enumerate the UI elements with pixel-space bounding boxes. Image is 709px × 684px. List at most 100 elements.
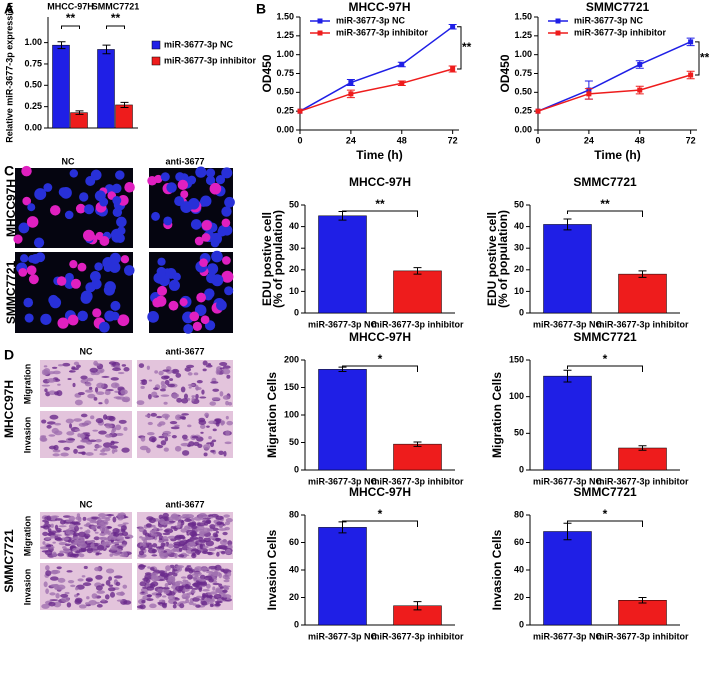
cell	[162, 586, 170, 590]
y-tick-label: 100	[284, 409, 299, 419]
cell	[115, 170, 125, 180]
cell	[211, 250, 223, 263]
cell	[85, 577, 93, 583]
error-bar	[563, 218, 572, 231]
cell	[140, 436, 146, 442]
cell	[192, 552, 196, 557]
cell	[102, 442, 112, 448]
cell	[201, 389, 205, 395]
cell	[119, 514, 125, 519]
legend-swatch	[151, 56, 161, 66]
y-tick-label: 20	[289, 264, 299, 274]
cell	[178, 540, 186, 546]
cell	[150, 574, 156, 579]
cell	[150, 530, 158, 533]
cell	[18, 222, 30, 234]
significance-bracket	[457, 26, 462, 70]
bar	[70, 112, 88, 129]
cell	[98, 402, 103, 405]
category-label: MHCC-97H	[47, 1, 94, 11]
cell	[81, 575, 86, 578]
cell	[168, 279, 180, 291]
cell	[202, 527, 211, 534]
cell	[94, 386, 99, 393]
legend-label: miR-3677-3p NC	[164, 39, 234, 49]
cell	[195, 393, 199, 400]
cell	[94, 531, 99, 534]
cell	[210, 238, 220, 248]
cell	[227, 401, 233, 406]
cell	[217, 227, 227, 237]
marker	[535, 108, 541, 114]
cell	[74, 597, 83, 603]
cell	[226, 420, 233, 426]
cell	[51, 569, 61, 574]
cell	[209, 603, 214, 608]
cell	[199, 396, 207, 399]
cell	[195, 604, 201, 608]
cell	[66, 570, 73, 573]
cell	[181, 434, 188, 440]
cell	[196, 292, 207, 303]
cell	[74, 399, 83, 406]
cell	[79, 433, 85, 439]
cell	[218, 524, 224, 529]
cell	[183, 323, 194, 334]
cell	[202, 368, 207, 372]
chart-title: MHCC-97H	[349, 330, 411, 344]
cell	[124, 182, 135, 193]
marker	[297, 108, 303, 114]
y-tick-label: 0.50	[514, 87, 532, 97]
cell	[78, 553, 85, 558]
bar	[618, 273, 667, 314]
cell	[116, 599, 123, 602]
cell	[188, 522, 195, 526]
line	[299, 68, 453, 112]
cell	[53, 430, 63, 436]
cell	[172, 569, 176, 574]
cell	[44, 388, 48, 393]
row-label: Invasion	[22, 569, 32, 606]
y-axis-label: EDU postive cell	[485, 212, 499, 306]
cell	[117, 371, 125, 375]
cell	[169, 564, 175, 569]
cell	[188, 441, 195, 447]
cell	[87, 393, 96, 399]
cell	[97, 516, 102, 523]
cell	[102, 414, 108, 420]
cell	[159, 275, 170, 287]
cell	[201, 600, 208, 606]
cell	[30, 254, 41, 264]
bar	[618, 447, 667, 471]
cell	[162, 369, 170, 372]
cell	[166, 182, 177, 193]
cell	[85, 389, 94, 393]
cell	[150, 533, 158, 537]
chart: 0 20 40 60 80 MHCC-97H Invasion Cells miR-3677-…	[265, 485, 464, 641]
cell	[49, 592, 56, 596]
bar	[318, 215, 367, 314]
cell	[78, 548, 87, 553]
cell	[57, 577, 66, 583]
y-tick-label: 10	[514, 286, 524, 296]
cell	[140, 379, 147, 382]
cell	[76, 539, 86, 545]
panel-letter: D	[4, 347, 14, 363]
error-bar	[638, 445, 647, 451]
cell	[104, 594, 110, 600]
cell	[109, 261, 121, 273]
cell	[49, 414, 59, 420]
cell	[90, 543, 95, 548]
cell	[163, 375, 170, 379]
cell	[157, 588, 164, 593]
cell	[41, 419, 47, 424]
cell	[79, 526, 83, 530]
y-axis-label: OD450	[498, 54, 512, 92]
legend-marker	[555, 30, 561, 36]
cell	[91, 516, 100, 520]
cell	[191, 435, 199, 439]
cell	[50, 584, 59, 588]
cell	[171, 368, 180, 374]
y-tick-label: 0	[294, 619, 299, 629]
cell	[167, 578, 172, 585]
